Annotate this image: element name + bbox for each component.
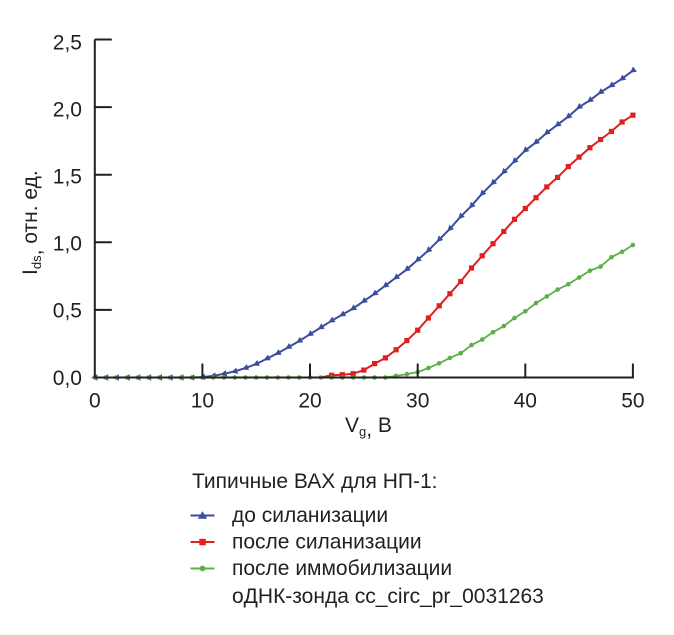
svg-text:Типичные ВАХ для НП-1:: Типичные ВАХ для НП-1: [192, 470, 438, 493]
svg-text:2,0: 2,0 [53, 98, 82, 121]
svg-text:1,0: 1,0 [53, 233, 82, 256]
svg-text:0,0: 0,0 [53, 367, 82, 390]
svg-text:0: 0 [89, 390, 101, 413]
svg-text:после иммобилизации: после иммобилизации [232, 557, 452, 580]
svg-text:оДНК-зонда cc_circ_pr_0031263: оДНК-зонда cc_circ_pr_0031263 [232, 585, 544, 608]
svg-text:30: 30 [406, 390, 429, 413]
svg-text:10: 10 [191, 390, 214, 413]
svg-text:2,5: 2,5 [53, 31, 82, 54]
svg-text:20: 20 [298, 390, 321, 413]
svg-text:после силанизации: после силанизации [232, 531, 422, 554]
svg-text:0,5: 0,5 [53, 300, 82, 323]
svg-text:50: 50 [621, 390, 644, 413]
svg-text:40: 40 [514, 390, 537, 413]
svg-text:до силанизации: до силанизации [232, 504, 388, 527]
svg-text:1,5: 1,5 [53, 166, 82, 189]
svg-text:Vg, В: Vg, В [345, 414, 392, 441]
